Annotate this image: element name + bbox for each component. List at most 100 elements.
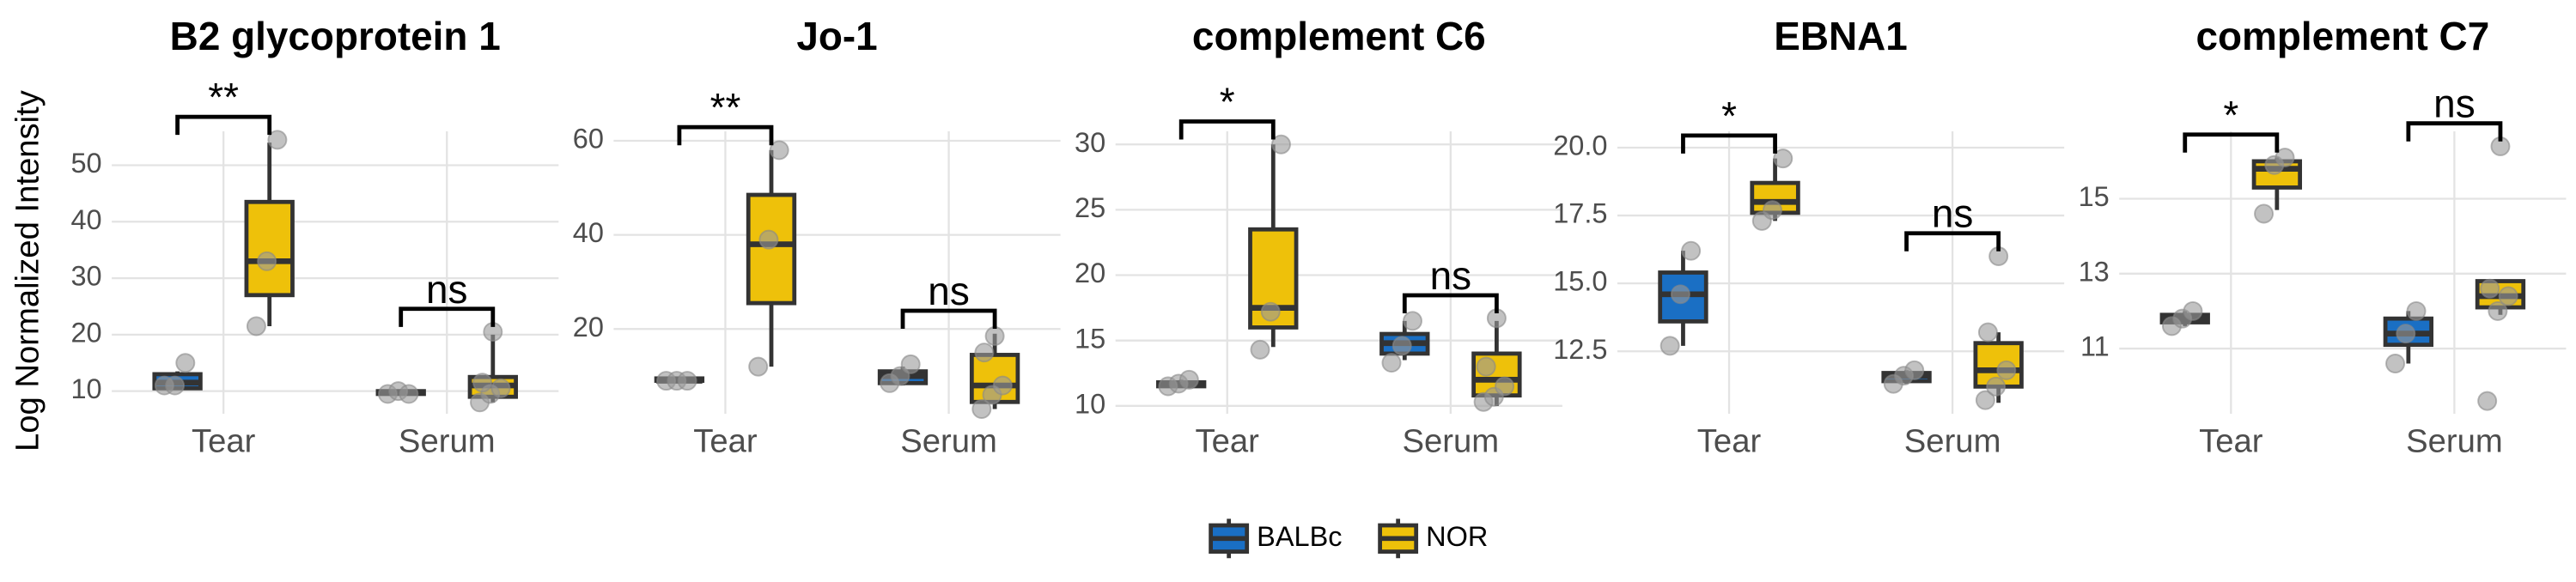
data-point xyxy=(992,375,1013,396)
significance-bracket xyxy=(399,306,496,327)
significance-label: ns xyxy=(426,267,467,312)
data-point xyxy=(769,140,789,161)
significance-label: ns xyxy=(1932,191,1973,236)
y-tick-label: 20.0 xyxy=(1553,130,1607,161)
legend-label: BALBc xyxy=(1257,521,1342,552)
significance-bracket xyxy=(1402,293,1499,314)
data-point xyxy=(2498,286,2518,306)
data-point xyxy=(1773,149,1793,169)
data-point xyxy=(2480,278,2500,299)
significance-label: ns xyxy=(2433,82,2475,126)
data-point xyxy=(2477,391,2498,411)
data-point xyxy=(175,353,196,373)
significance-label: ns xyxy=(928,269,969,313)
y-tick-label: 20 xyxy=(70,317,101,348)
y-tick-label: 30 xyxy=(70,261,101,292)
data-point xyxy=(2488,300,2508,321)
y-tick-label: 12.5 xyxy=(1553,334,1607,365)
significance-label: ** xyxy=(208,75,239,119)
data-point xyxy=(472,373,493,393)
y-tick-label: 13 xyxy=(2079,256,2110,287)
x-tick-label: Tear xyxy=(693,422,758,459)
significance-label: ns xyxy=(1430,253,1471,298)
x-tick-label: Serum xyxy=(2406,422,2503,459)
significance-bracket xyxy=(1681,133,1777,154)
y-tick-label: 50 xyxy=(70,148,101,179)
significance-bracket xyxy=(900,308,997,330)
data-point xyxy=(2254,203,2275,224)
y-tick-label: 15 xyxy=(1075,323,1105,354)
chart-title: B2 glycoprotein 1 xyxy=(170,14,501,58)
data-point xyxy=(1659,336,1680,356)
chart-title: complement C6 xyxy=(1192,14,1486,58)
x-tick-label: Serum xyxy=(1403,422,1500,459)
x-tick-label: Tear xyxy=(2199,422,2263,459)
y-tick-label: 10 xyxy=(70,373,101,404)
data-point xyxy=(1250,339,1270,360)
y-tick-label: 15.0 xyxy=(1553,266,1607,297)
x-tick-label: Tear xyxy=(1196,422,1260,459)
y-tick-label: 30 xyxy=(1075,127,1105,158)
box xyxy=(244,199,295,298)
data-point xyxy=(1977,322,1998,343)
y-tick-label: 40 xyxy=(573,217,604,248)
chart-title: complement C7 xyxy=(2195,14,2489,58)
data-point xyxy=(1975,390,1995,410)
data-point xyxy=(2385,354,2406,373)
data-point xyxy=(2406,300,2427,321)
data-point xyxy=(1904,360,1925,380)
y-tick-label: 11 xyxy=(2080,331,2110,362)
y-tick-label: 40 xyxy=(70,204,101,235)
data-point xyxy=(1270,134,1291,155)
x-tick-label: Serum xyxy=(900,422,997,459)
significance-bracket xyxy=(2406,121,2503,142)
data-point xyxy=(1986,376,2007,397)
data-point xyxy=(490,378,511,398)
y-tick-label: 15 xyxy=(2079,181,2110,212)
data-point xyxy=(1996,360,2017,380)
y-tick-label: 17.5 xyxy=(1553,198,1607,229)
data-point xyxy=(758,229,779,250)
data-point xyxy=(1670,284,1690,305)
x-tick-label: Tear xyxy=(192,422,256,459)
data-point xyxy=(1260,301,1281,322)
chart-title: Jo-1 xyxy=(796,14,877,58)
data-point xyxy=(900,354,921,374)
data-point xyxy=(677,371,697,391)
significance-bracket xyxy=(1178,119,1276,140)
y-tick-label: 20 xyxy=(573,312,604,343)
data-point xyxy=(399,384,419,404)
data-point xyxy=(2275,148,2295,168)
y-tick-label: 60 xyxy=(573,124,604,155)
data-point xyxy=(974,343,995,363)
data-point xyxy=(257,251,277,271)
x-tick-label: Tear xyxy=(1697,422,1762,459)
significance-label: * xyxy=(2223,93,2238,137)
data-point xyxy=(1495,376,1515,397)
data-point xyxy=(1681,240,1702,261)
data-point xyxy=(1381,353,1402,373)
y-tick-label: 20 xyxy=(1075,258,1105,288)
legend-label: NOR xyxy=(1426,521,1488,552)
data-point xyxy=(748,356,769,377)
significance-bracket xyxy=(2183,132,2280,153)
significance-bracket xyxy=(175,114,272,136)
y-axis-label: Log Normalized Intensity xyxy=(9,89,46,452)
data-point xyxy=(1763,200,1782,221)
data-point xyxy=(2183,300,2203,321)
data-point xyxy=(1476,356,1496,377)
x-tick-label: Serum xyxy=(1904,422,2001,459)
chart-title: EBNA1 xyxy=(1774,14,1908,58)
data-point xyxy=(1402,311,1422,331)
y-tick-label: 25 xyxy=(1075,192,1105,223)
data-point xyxy=(246,316,266,336)
x-tick-label: Serum xyxy=(399,422,496,459)
significance-label: * xyxy=(1220,79,1235,124)
significance-bracket xyxy=(677,124,774,146)
significance-bracket xyxy=(1904,231,2001,252)
significance-label: ** xyxy=(710,85,741,130)
data-point xyxy=(1178,369,1199,390)
y-tick-label: 10 xyxy=(1075,388,1105,419)
significance-label: * xyxy=(1721,94,1737,138)
